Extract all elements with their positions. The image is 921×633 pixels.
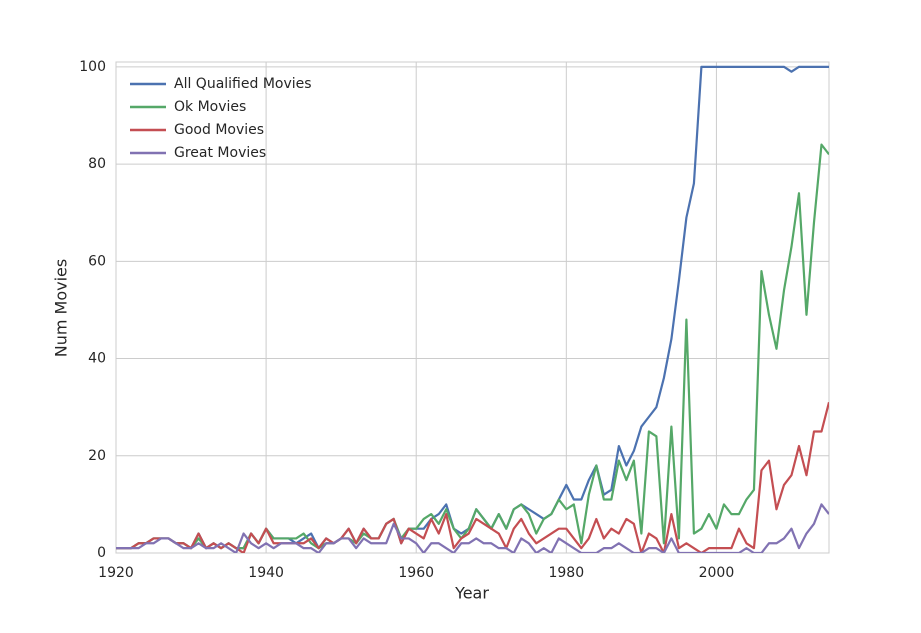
y-tick-label: 80: [88, 156, 106, 172]
x-tick-label: 1920: [98, 565, 134, 581]
series-line: [116, 503, 829, 553]
x-axis-label: Year: [454, 584, 489, 603]
y-tick-label: 20: [88, 448, 106, 464]
y-axis-label: Num Movies: [52, 259, 71, 357]
x-tick-label: 1980: [548, 565, 584, 581]
legend-label: All Qualified Movies: [174, 76, 312, 92]
y-tick-label: 100: [79, 59, 106, 75]
x-tick-label: 2000: [699, 565, 735, 581]
y-tick-label: 60: [88, 253, 106, 269]
y-tick-label: 0: [97, 545, 106, 561]
x-tick-label: 1940: [248, 565, 284, 581]
plot-area: [115, 61, 830, 554]
lines: [116, 65, 829, 553]
x-tick-label: 1960: [398, 565, 434, 581]
series-line: [116, 402, 829, 553]
y-tick-label: 40: [88, 351, 106, 367]
legend: All Qualified Movies Ok Movies Good Movies…: [130, 76, 312, 161]
legend-label: Great Movies: [174, 145, 266, 161]
legend-label: Ok Movies: [174, 99, 246, 115]
legend-label: Good Movies: [174, 122, 264, 138]
